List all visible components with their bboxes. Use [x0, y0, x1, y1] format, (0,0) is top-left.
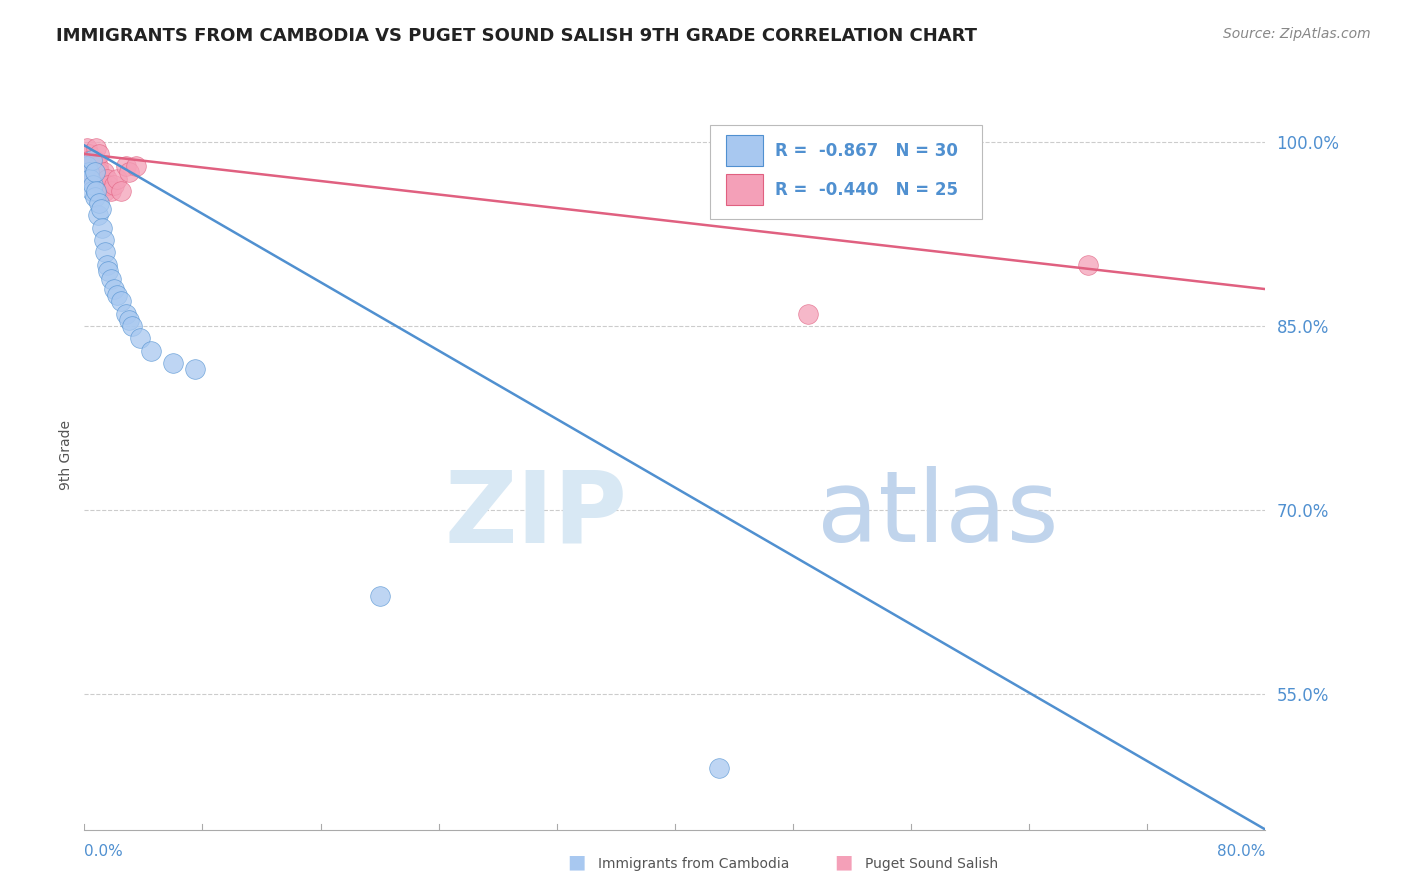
Text: Source: ZipAtlas.com: Source: ZipAtlas.com — [1223, 27, 1371, 41]
Point — [105, 171, 128, 186]
Point — [129, 331, 152, 345]
Point — [84, 184, 107, 198]
Point — [87, 196, 111, 211]
Point — [80, 184, 103, 198]
Point — [82, 178, 104, 192]
Text: R =  -0.440   N = 25: R = -0.440 N = 25 — [775, 181, 959, 200]
Point — [76, 159, 98, 173]
Point — [110, 184, 132, 198]
Point — [86, 159, 108, 173]
Point — [100, 272, 122, 286]
Point — [184, 362, 207, 376]
FancyBboxPatch shape — [725, 174, 763, 205]
Point — [709, 761, 731, 775]
Point — [97, 178, 120, 192]
Point — [83, 153, 105, 168]
Point — [90, 202, 112, 217]
Point — [105, 288, 128, 302]
Text: 80.0%: 80.0% — [1218, 845, 1265, 859]
Point — [118, 313, 141, 327]
Point — [96, 258, 118, 272]
Point — [80, 165, 103, 179]
Point — [77, 165, 100, 179]
Point — [110, 294, 132, 309]
Point — [103, 282, 125, 296]
FancyBboxPatch shape — [710, 125, 981, 219]
Point — [87, 147, 111, 161]
Point — [76, 141, 98, 155]
Point — [97, 263, 120, 277]
Y-axis label: 9th Grade: 9th Grade — [59, 420, 73, 490]
FancyBboxPatch shape — [725, 135, 763, 167]
Text: IMMIGRANTS FROM CAMBODIA VS PUGET SOUND SALISH 9TH GRADE CORRELATION CHART: IMMIGRANTS FROM CAMBODIA VS PUGET SOUND … — [56, 27, 977, 45]
Point — [77, 147, 100, 161]
Text: ■: ■ — [567, 853, 586, 871]
Point — [103, 178, 125, 192]
Point — [93, 233, 115, 247]
Point — [94, 245, 117, 260]
Point — [125, 159, 148, 173]
Point — [368, 589, 391, 603]
Text: R =  -0.867   N = 30: R = -0.867 N = 30 — [775, 143, 957, 161]
Point — [79, 171, 101, 186]
Point — [91, 220, 114, 235]
Point — [84, 141, 107, 155]
Point — [82, 171, 104, 186]
Point — [86, 208, 108, 222]
Point — [114, 159, 136, 173]
Point — [90, 171, 112, 186]
Text: ■: ■ — [834, 853, 853, 871]
Text: Puget Sound Salish: Puget Sound Salish — [865, 857, 998, 871]
Point — [797, 307, 820, 321]
Point — [121, 318, 143, 333]
Text: 0.0%: 0.0% — [84, 845, 124, 859]
Point — [79, 153, 101, 168]
Point — [96, 171, 118, 186]
Point — [87, 165, 111, 179]
Point — [83, 165, 105, 179]
Text: atlas: atlas — [817, 467, 1059, 564]
Point — [100, 184, 122, 198]
Point — [114, 307, 136, 321]
Point — [83, 190, 105, 204]
Point — [91, 178, 114, 192]
Point — [139, 343, 162, 358]
Text: ZIP: ZIP — [444, 467, 627, 564]
Point — [1077, 258, 1099, 272]
Point — [93, 165, 115, 179]
Point — [162, 356, 184, 370]
Point — [118, 165, 141, 179]
Text: Immigrants from Cambodia: Immigrants from Cambodia — [598, 857, 789, 871]
Point — [80, 153, 103, 168]
Point — [94, 184, 117, 198]
